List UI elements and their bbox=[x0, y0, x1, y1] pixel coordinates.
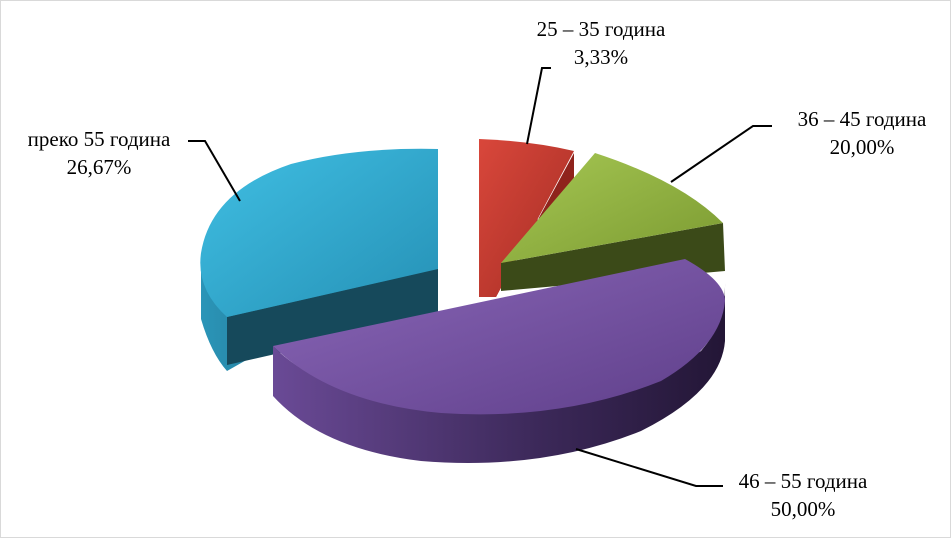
label-over-55: преко 55 година 26,67% bbox=[7, 125, 191, 181]
label-25-35: 25 – 35 година 3,33% bbox=[501, 15, 701, 71]
label-over-55-percent: 26,67% bbox=[66, 155, 132, 179]
label-46-55: 46 – 55 година 50,00% bbox=[713, 467, 893, 523]
slice-over-55-inner-wall bbox=[227, 269, 438, 365]
label-over-55-name: преко 55 година bbox=[27, 127, 171, 151]
slice-46-55 bbox=[273, 259, 726, 463]
leader-line-25-35 bbox=[526, 67, 551, 145]
label-36-45: 36 – 45 година 20,00% bbox=[767, 105, 951, 161]
slice-over-55 bbox=[200, 148, 438, 371]
slice-36-45-top bbox=[501, 153, 723, 263]
label-25-35-name: 25 – 35 година bbox=[536, 17, 666, 41]
leader-line-36-45 bbox=[670, 125, 772, 183]
slice-25-35-top bbox=[479, 139, 574, 297]
leader-lines bbox=[188, 67, 772, 487]
leader-line-over-55 bbox=[188, 140, 241, 202]
slice-over-55-top bbox=[200, 148, 438, 317]
label-36-45-name: 36 – 45 година bbox=[797, 107, 927, 131]
slice-46-55-top bbox=[273, 259, 725, 415]
leader-line-46-55 bbox=[575, 448, 723, 487]
slice-46-55-side bbox=[273, 283, 726, 463]
label-46-55-percent: 50,00% bbox=[770, 497, 836, 521]
label-25-35-percent: 3,33% bbox=[573, 45, 629, 69]
label-36-45-percent: 20,00% bbox=[829, 135, 895, 159]
label-46-55-name: 46 – 55 година bbox=[738, 469, 868, 493]
